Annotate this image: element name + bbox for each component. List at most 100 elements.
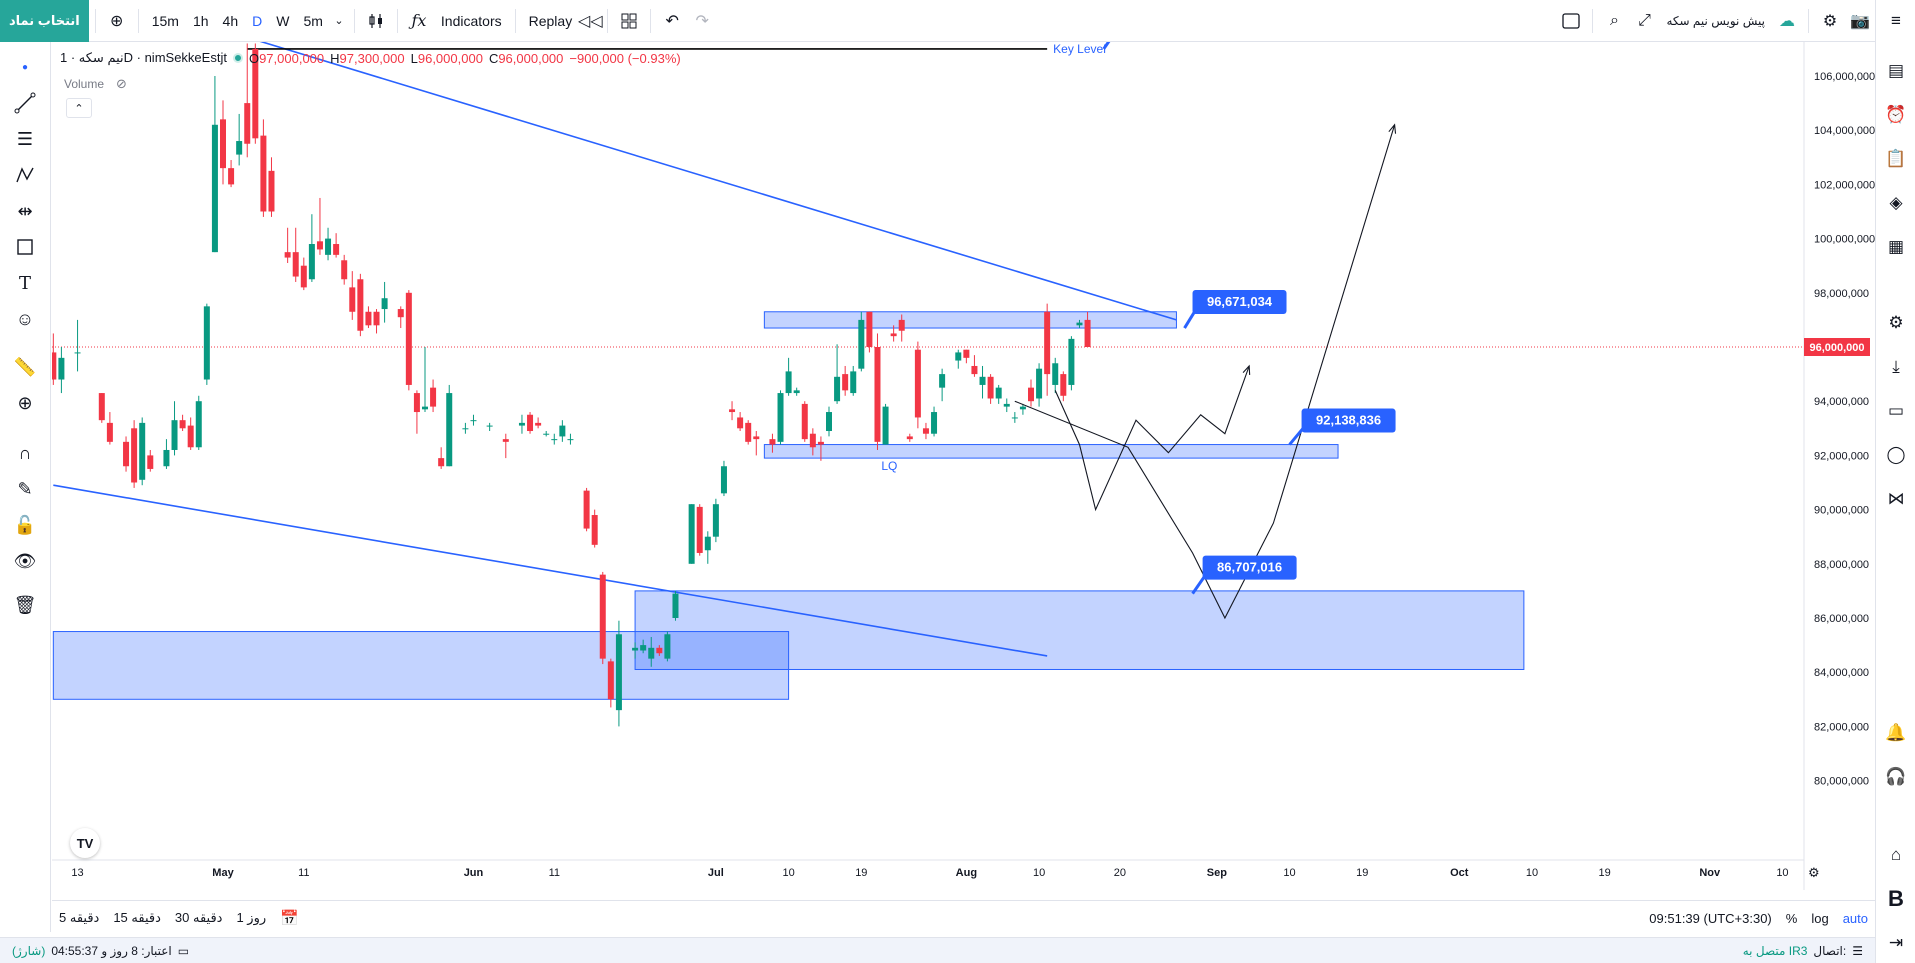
undo-icon[interactable]: ↶: [665, 12, 679, 30]
zoom-icon[interactable]: ⌕: [1610, 11, 1619, 29]
forecast-icon[interactable]: ⇹: [17, 200, 33, 221]
candle-body: [615, 634, 622, 711]
candle-body: [793, 390, 800, 394]
expand-icon[interactable]: ⤢: [1638, 11, 1651, 29]
eye-hidden-icon[interactable]: ⊘: [116, 76, 127, 91]
add-symbol-icon[interactable]: ⊕: [110, 12, 124, 30]
candle: [842, 365, 849, 396]
list-icon[interactable]: ☰: [1852, 943, 1863, 958]
candle-body: [260, 135, 267, 212]
shapes-icon[interactable]: [10, 232, 40, 262]
candle: [559, 420, 566, 442]
auto-toggle[interactable]: auto: [1842, 910, 1868, 926]
chevron-down-icon[interactable]: ⌄: [334, 15, 344, 27]
headset-icon[interactable]: 🎧: [1885, 767, 1907, 786]
range-5m[interactable]: 5 دقیقه: [59, 910, 100, 925]
time-tick-label: 11: [549, 867, 560, 879]
notes-icon[interactable]: 📋: [1885, 149, 1907, 168]
crosshair-icon[interactable]: ●: [21, 61, 29, 73]
candle: [995, 384, 1002, 404]
lock-icon[interactable]: 🔓: [13, 514, 37, 535]
text-icon[interactable]: T: [18, 272, 31, 294]
user-icon[interactable]: ◯: [1886, 445, 1906, 464]
zoom-in-icon[interactable]: ⊕: [17, 392, 33, 413]
log-toggle[interactable]: log: [1811, 910, 1829, 926]
bold-b-icon[interactable]: B: [1888, 886, 1904, 911]
candle: [308, 214, 315, 282]
candle-body: [922, 428, 929, 434]
share-icon[interactable]: ⋈: [1887, 489, 1905, 508]
candle: [615, 620, 622, 727]
chart-pane[interactable]: Key LevelLQ107,154,41296,671,03492,138,8…: [52, 42, 1875, 890]
fullscreen-box-icon[interactable]: [1556, 0, 1586, 42]
range-1d[interactable]: 1 روز: [236, 910, 267, 925]
magnet-icon[interactable]: ∩: [18, 442, 32, 463]
redo-icon[interactable]: ↷: [695, 12, 709, 30]
interval-1h[interactable]: 1h: [192, 12, 209, 29]
trash-icon[interactable]: 🗑: [13, 594, 37, 615]
bell-icon[interactable]: 🔔: [1885, 723, 1907, 742]
legend-symbol[interactable]: نیم سکه · 1D · nimSekkeEstjt: [60, 50, 227, 65]
date-range-icon[interactable]: 📅: [280, 910, 299, 927]
time-tick-label: 11: [298, 867, 309, 879]
download-icon[interactable]: ⤓: [1892, 357, 1900, 376]
ruler-icon[interactable]: 📏: [13, 356, 37, 377]
candles-icon[interactable]: [361, 0, 391, 42]
candle: [704, 531, 711, 564]
candle-body: [1003, 403, 1010, 407]
candle-body: [163, 449, 170, 467]
candle: [422, 347, 428, 413]
trendline-icon[interactable]: [10, 88, 40, 118]
layers-icon[interactable]: ◈: [1889, 193, 1903, 212]
symbol-select-button[interactable]: انتخاب نماد: [0, 0, 89, 42]
candle-body: [599, 574, 606, 659]
candle-body: [405, 292, 412, 385]
charge-link[interactable]: (شارژ): [12, 943, 46, 958]
emoji-icon[interactable]: ☺: [15, 308, 35, 329]
menu-icon[interactable]: ≡: [1891, 11, 1901, 30]
news-icon[interactable]: ▦: [1887, 237, 1905, 256]
tradingview-logo-icon[interactable]: TV: [70, 828, 100, 858]
pencil-lock-icon[interactable]: ✎: [17, 478, 33, 499]
settings-icon[interactable]: ⚙: [1822, 12, 1838, 30]
candle: [446, 384, 453, 467]
layout-grid-icon[interactable]: [614, 0, 644, 42]
gear-icon[interactable]: ⚙: [1888, 313, 1904, 332]
volume-label[interactable]: Volume: [64, 77, 105, 91]
candle: [963, 349, 970, 364]
cloud-upload-icon[interactable]: ☁: [1779, 12, 1795, 30]
time-tick-label: Aug: [956, 867, 977, 879]
candle-body: [518, 422, 525, 426]
candle-body: [640, 645, 647, 651]
replay-icon[interactable]: ◁◁: [577, 12, 603, 30]
eye-icon[interactable]: 👁: [13, 550, 37, 571]
interval-1d[interactable]: D: [252, 12, 263, 29]
candle-body: [769, 439, 776, 445]
preview-name[interactable]: پیش نویس نیم سکه: [1666, 13, 1765, 28]
candle: [373, 309, 380, 334]
watchlist-icon[interactable]: ▤: [1887, 61, 1905, 80]
candle-body: [632, 647, 639, 651]
replay-button[interactable]: Replay: [528, 12, 573, 29]
pattern-icon[interactable]: [10, 160, 40, 190]
alarm-icon[interactable]: ⏰: [1885, 105, 1907, 124]
interval-5m[interactable]: 5m: [303, 12, 323, 29]
candle-body: [995, 387, 1002, 399]
indicators-icon[interactable]: ƒx: [411, 11, 427, 30]
candle: [583, 487, 590, 532]
card-icon[interactable]: ▭: [1887, 401, 1905, 420]
camera-icon[interactable]: 📷: [1850, 12, 1870, 30]
interval-15m[interactable]: 15m: [151, 12, 179, 29]
clock[interactable]: 09:51:39 (UTC+3:30): [1649, 910, 1772, 926]
percent-toggle[interactable]: %: [1785, 910, 1798, 926]
price-chart[interactable]: Key LevelLQ107,154,41296,671,03492,138,8…: [52, 42, 1875, 890]
range-15m[interactable]: 15 دقیقه: [113, 910, 161, 925]
indicators-button[interactable]: Indicators: [440, 12, 502, 29]
interval-1w[interactable]: W: [276, 12, 290, 29]
collapse-legend-button[interactable]: ⌃: [66, 98, 92, 118]
interval-4h[interactable]: 4h: [222, 12, 239, 29]
range-30m[interactable]: 30 دقیقه: [174, 910, 223, 925]
fib-icon[interactable]: ☰: [16, 128, 34, 149]
exit-icon[interactable]: ⇥: [1888, 933, 1904, 952]
home-icon[interactable]: ⌂: [1890, 845, 1902, 864]
